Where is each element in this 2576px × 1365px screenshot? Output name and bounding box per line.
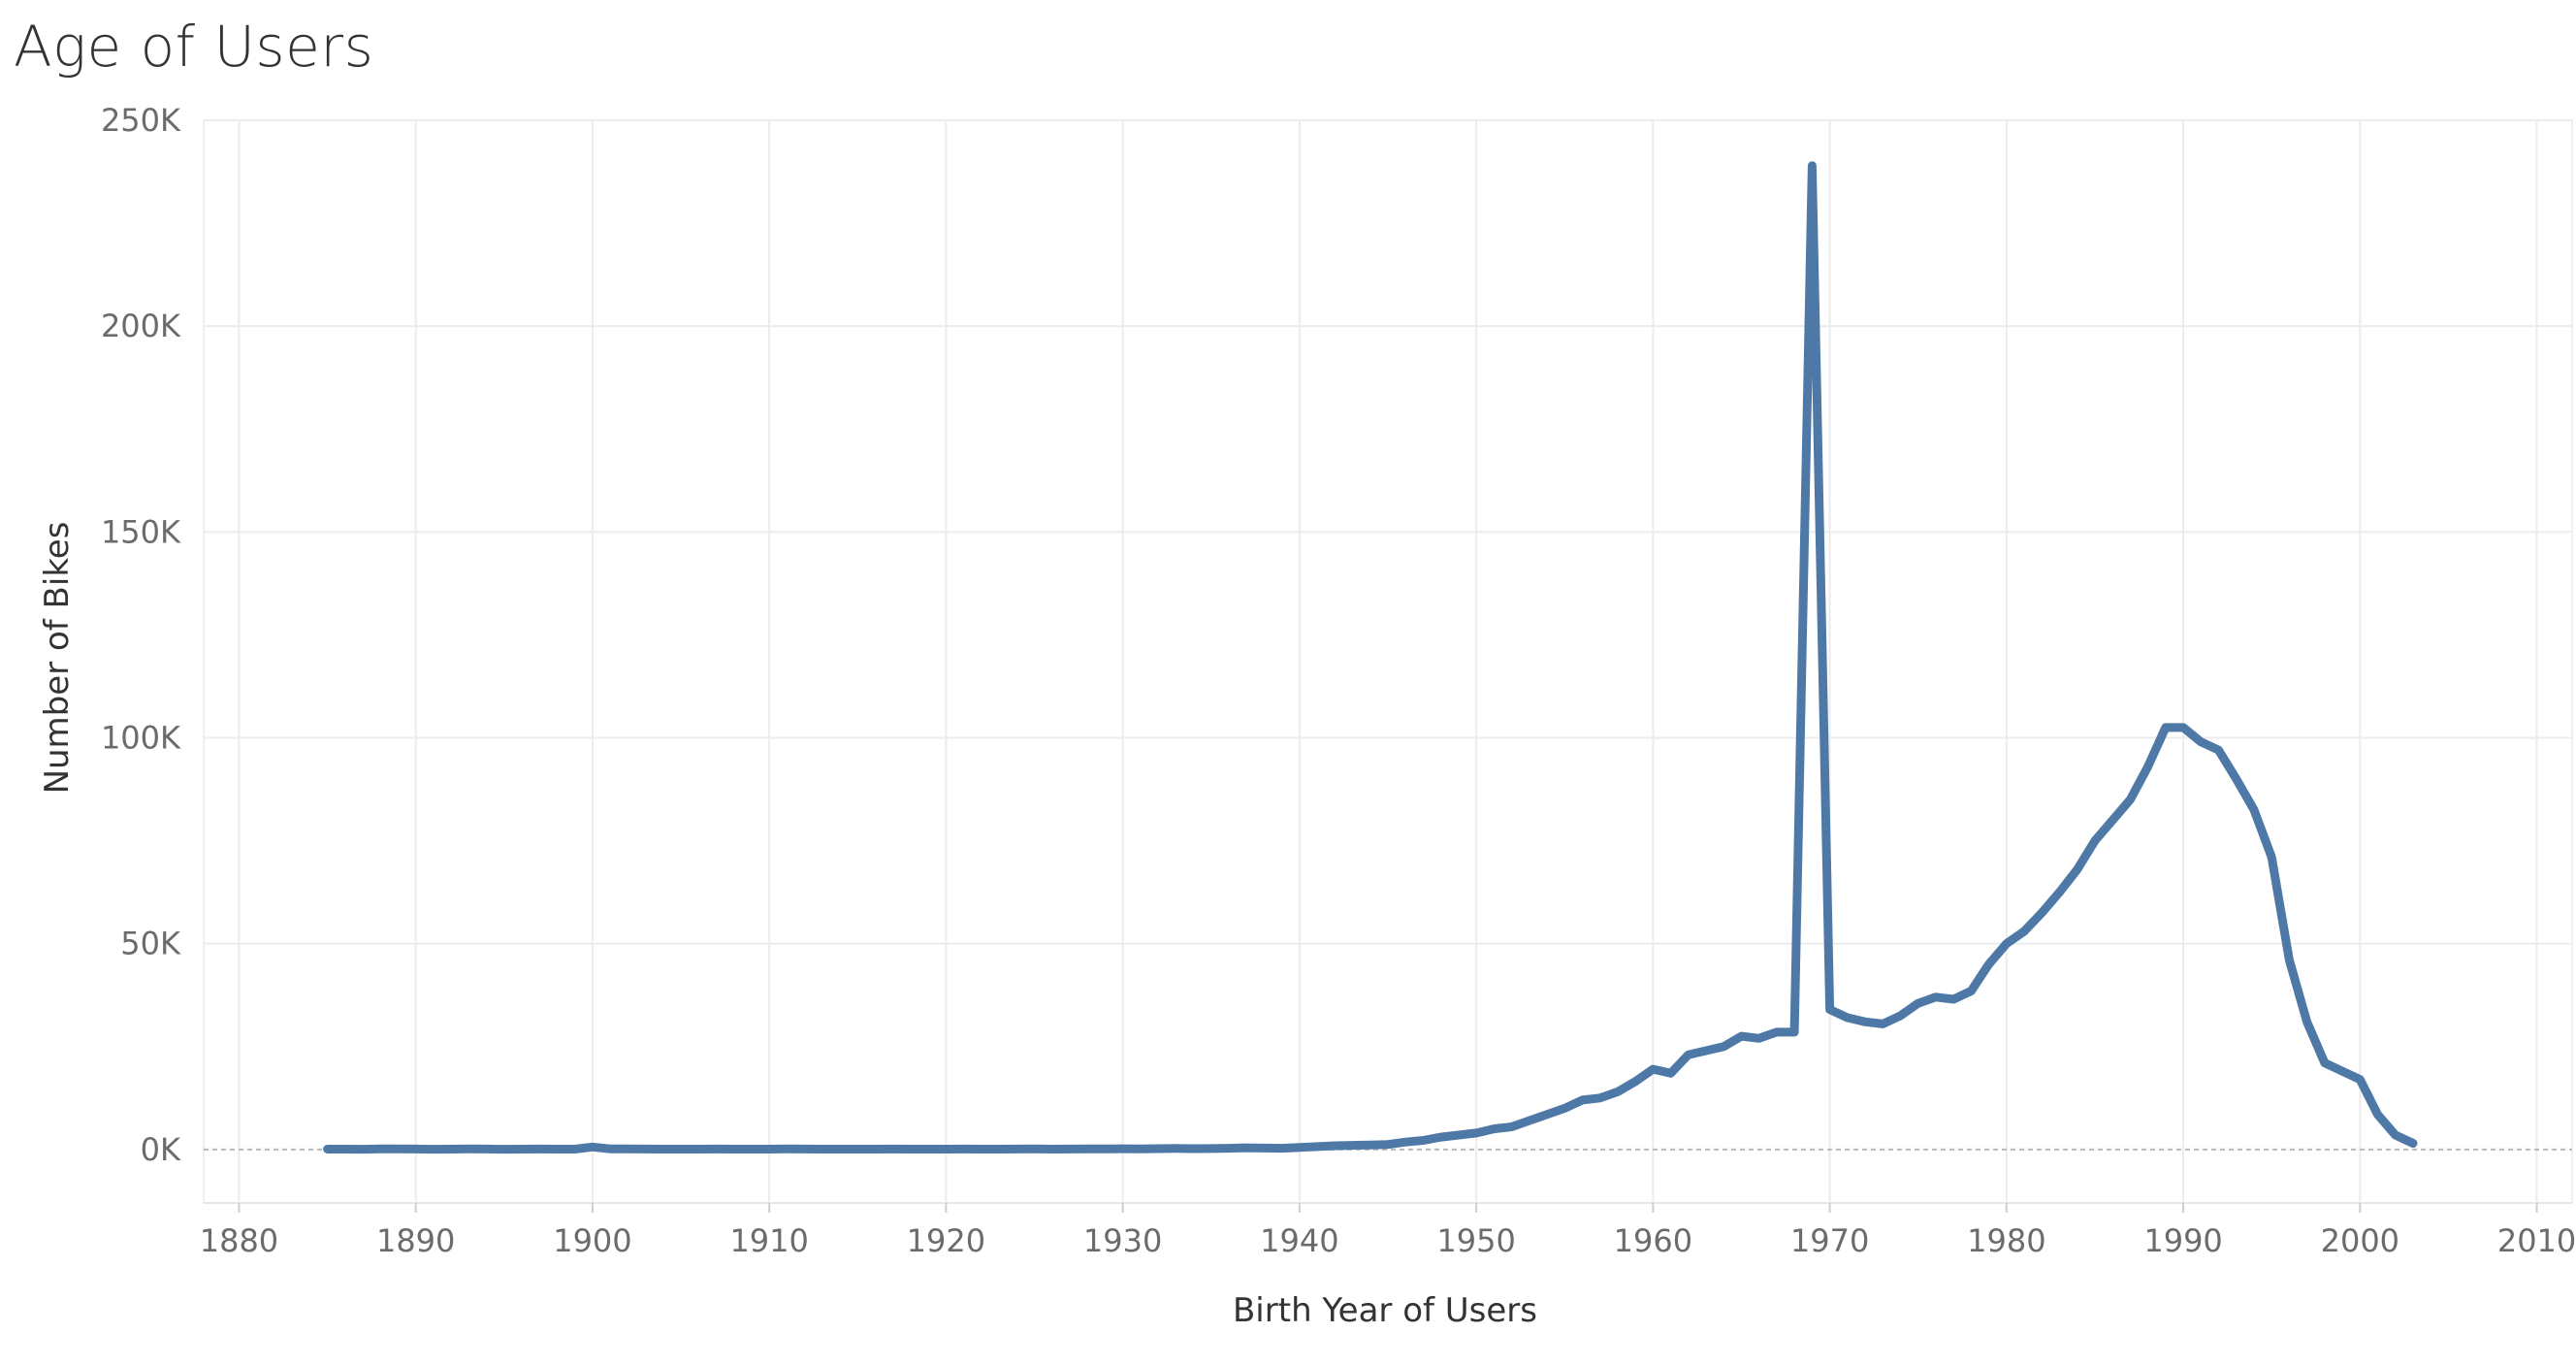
y-axis-label: Number of Bikes [38,522,77,795]
x-tick-label: 1880 [200,1222,278,1259]
x-tick-label: 1920 [907,1222,985,1259]
x-tick-label: 2000 [2321,1222,2399,1259]
plot-area [203,119,2573,1204]
x-tick-label: 1890 [376,1222,455,1259]
gridlines [203,119,2573,1204]
y-tick-label: 200K [101,308,181,344]
y-tick-label: 50K [120,926,181,962]
x-tick-label: 1970 [1790,1222,1869,1259]
x-tick-label: 1930 [1083,1222,1162,1259]
x-axis-ticks: 1880 1890 1900 1910 1920 1930 1940 1950 1960 1970… [200,1202,2576,1259]
x-tick-label: 1940 [1260,1222,1338,1259]
x-tick-label: 1990 [2143,1222,2222,1259]
y-axis-ticks: 0K 50K 100K 150K 200K 250K [101,102,181,1168]
chart-title: Age of Users [14,14,374,80]
x-axis-label: Birth Year of Users [1233,1291,1537,1330]
y-tick-label: 250K [101,102,181,139]
x-tick-label: 2010 [2497,1222,2576,1259]
y-tick-label: 150K [101,513,181,550]
x-tick-label: 1980 [1967,1222,2045,1259]
x-tick-label: 1910 [729,1222,808,1259]
series-line-1 [323,161,2418,1154]
x-tick-label: 1950 [1436,1222,1515,1259]
y-tick-label: 0K [141,1131,181,1168]
y-tick-label: 100K [101,720,181,757]
x-tick-label: 1900 [553,1222,631,1259]
series-layer [323,161,2418,1154]
x-tick-label: 1960 [1614,1222,1692,1259]
